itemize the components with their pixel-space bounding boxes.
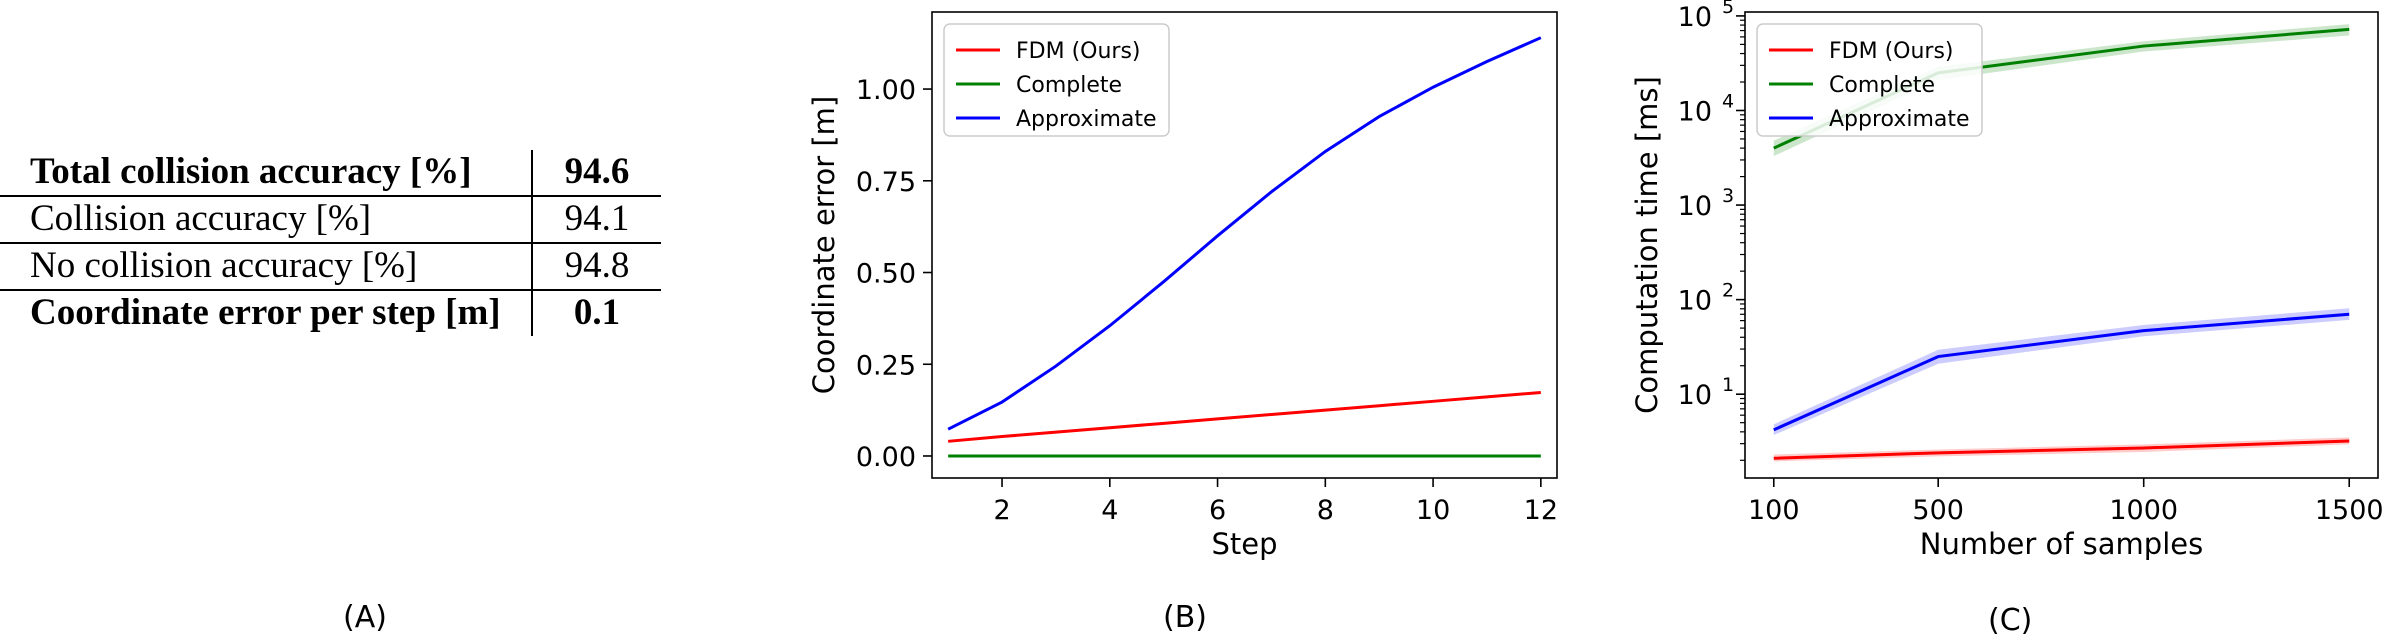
y-tick-label: 0.25	[856, 350, 916, 381]
y-tick-label: 0.00	[856, 442, 916, 473]
panel-label-c: (C)	[1988, 603, 2033, 638]
x-tick-label: 8	[1317, 495, 1334, 526]
y-tick-label: 10	[1678, 380, 1712, 411]
legend-entry-2: Approximate	[1016, 107, 1157, 132]
series-line-2	[1773, 312, 2350, 432]
plot-frame	[931, 11, 1558, 479]
table-row: No collision accuracy [%] 94.8	[0, 243, 662, 291]
x-tick-label: 1500	[2315, 495, 2384, 526]
x-tick-label: 4	[1101, 495, 1118, 526]
panel-label-b: (B)	[1163, 600, 1207, 635]
table-row: Total collision accuracy [%] 94.6	[0, 150, 662, 197]
plot-frame	[1744, 11, 2379, 479]
x-tick-label: 10	[1416, 495, 1450, 526]
y-tick-base: 10	[1678, 286, 1712, 317]
x-tick-label: 12	[1524, 495, 1558, 526]
series-band-2	[1773, 308, 2350, 436]
y-tick-label: 10	[1678, 286, 1712, 317]
row-label: Collision accuracy [%]	[0, 196, 532, 244]
legend-box	[943, 23, 1170, 137]
row-label: Total collision accuracy [%]	[0, 150, 532, 197]
y-tick-label: 10	[1678, 96, 1712, 127]
legend-entry-1: Complete	[1016, 73, 1122, 98]
x-axis-label: Number of samples	[1920, 527, 2203, 561]
y-tick-exponent: 3	[1722, 185, 1734, 207]
x-tick-label: 500	[1912, 495, 1964, 526]
y-tick-label: 10	[1678, 2, 1712, 33]
row-value: 0.1	[530, 290, 662, 336]
series-line-0	[1773, 439, 2350, 460]
y-tick-base: 10	[1678, 96, 1712, 127]
y-axis-label: Computation time [ms]	[1630, 76, 1664, 414]
table-row: Coordinate error per step [m] 0.1	[0, 290, 662, 336]
panel-label-a: (A)	[343, 600, 387, 635]
row-label: No collision accuracy [%]	[0, 243, 532, 291]
y-axis-label: Coordinate error [m]	[807, 96, 841, 395]
table-row: Collision accuracy [%] 94.1	[0, 196, 662, 244]
x-tick-label: 2	[993, 495, 1010, 526]
legend-entry-0: FDM (Ours)	[1829, 39, 1954, 64]
x-axis-label: Step	[1211, 527, 1277, 561]
row-value: 94.6	[530, 150, 662, 197]
legend-box	[1756, 23, 1983, 137]
legend-entry-0: FDM (Ours)	[1016, 39, 1141, 64]
y-tick-label: 0.50	[856, 259, 916, 290]
y-tick-exponent: 5	[1722, 0, 1734, 18]
x-tick-label: 6	[1209, 495, 1226, 526]
series-line-2	[947, 36, 1542, 431]
series-line-0	[948, 391, 1541, 443]
row-value: 94.1	[530, 196, 662, 244]
x-tick-label: 1000	[2109, 495, 2178, 526]
row-label: Coordinate error per step [m]	[30, 292, 501, 333]
legend-entry-2: Approximate	[1829, 107, 1970, 132]
y-tick-label: 10	[1678, 191, 1712, 222]
y-tick-base: 10	[1678, 380, 1712, 411]
y-tick-exponent: 2	[1722, 280, 1734, 302]
y-tick-base: 10	[1678, 191, 1712, 222]
x-tick-label: 100	[1748, 495, 1800, 526]
row-value: 94.8	[530, 243, 662, 291]
y-tick-exponent: 4	[1722, 90, 1734, 112]
results-table: Total collision accuracy [%] 94.6 Collisio…	[0, 150, 662, 336]
legend-entry-1: Complete	[1829, 73, 1935, 98]
y-tick-label: 0.75	[856, 167, 916, 198]
y-tick-label: 1.00	[856, 75, 916, 106]
y-tick-exponent: 1	[1722, 374, 1734, 396]
y-tick-base: 10	[1678, 2, 1712, 33]
